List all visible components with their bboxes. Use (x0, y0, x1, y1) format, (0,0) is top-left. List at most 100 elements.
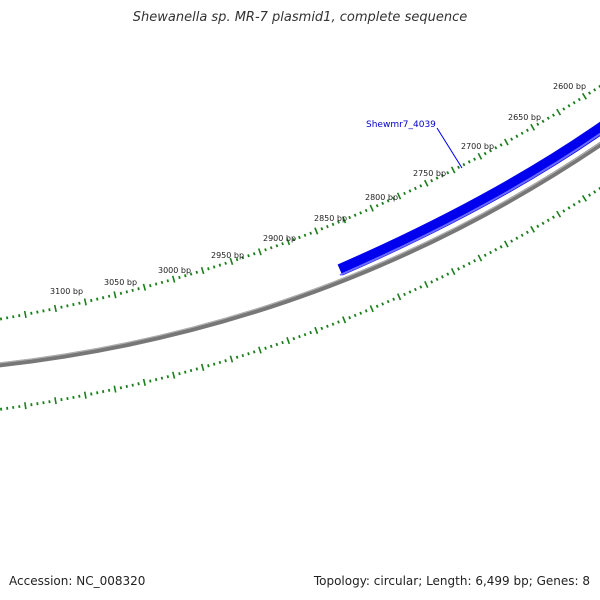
minor-tick (96, 391, 99, 395)
minor-tick (494, 146, 498, 150)
minor-tick (18, 314, 21, 318)
major-tick (257, 248, 262, 256)
scale-label: 2650 bp (508, 113, 541, 122)
minor-tick (473, 259, 476, 263)
minor-tick (364, 309, 368, 313)
minor-tick (247, 352, 250, 356)
minor-tick (131, 288, 134, 292)
minor-tick (298, 235, 301, 240)
minor-tick (119, 386, 123, 390)
minor-tick (489, 250, 492, 255)
minor-tick (107, 294, 111, 298)
scale-label: 2800 bp (365, 193, 398, 202)
minor-tick (348, 316, 352, 320)
major-tick (200, 266, 205, 275)
minor-tick (408, 189, 412, 193)
minor-tick (149, 284, 152, 288)
minor-tick (160, 280, 164, 285)
minor-tick (499, 245, 503, 249)
minor-tick (320, 227, 324, 231)
minor-tick (546, 116, 550, 120)
minor-tick (96, 297, 99, 301)
minor-tick (137, 287, 140, 291)
minor-tick (419, 285, 423, 289)
minor-tick (337, 320, 340, 324)
minor-tick (525, 128, 529, 132)
topology-summary: Topology: circular; Length: 6,499 bp; Ge… (313, 574, 590, 588)
minor-tick (577, 97, 581, 102)
major-tick (581, 194, 587, 202)
gene-label-shewmr7-4039[interactable]: Shewmr7_4039 (366, 120, 436, 130)
major-tick (503, 138, 509, 146)
minor-tick (440, 275, 444, 279)
minor-tick (66, 304, 69, 308)
minor-tick (60, 398, 63, 402)
minor-tick (510, 239, 514, 243)
minor-tick (536, 224, 540, 229)
minor-tick (510, 137, 514, 141)
gene-arc-shewmr7-4039[interactable] (337, 121, 600, 276)
minor-tick (119, 291, 123, 295)
minor-tick (107, 388, 111, 392)
minor-tick (241, 353, 245, 358)
minor-tick (269, 344, 273, 348)
minor-tick (457, 165, 460, 170)
minor-tick (184, 370, 187, 374)
major-tick (423, 179, 429, 187)
minor-tick (381, 201, 385, 205)
minor-tick (247, 254, 250, 258)
major-tick (450, 166, 456, 174)
major-tick (530, 123, 536, 131)
minor-tick (593, 190, 597, 194)
minor-tick (292, 237, 296, 242)
minor-tick (525, 230, 529, 234)
minor-tick (364, 208, 368, 213)
minor-tick (264, 248, 267, 252)
minor-tick (462, 264, 466, 268)
major-tick (171, 275, 176, 283)
minor-tick (515, 134, 519, 138)
minor-tick (430, 280, 434, 284)
scale-label: 2900 bp (263, 234, 296, 243)
minor-tick (359, 211, 363, 215)
major-tick (396, 192, 402, 200)
minor-tick (78, 394, 81, 398)
major-tick (142, 378, 146, 386)
minor-tick (189, 272, 193, 276)
minor-tick (483, 253, 487, 257)
minor-tick (298, 335, 301, 339)
major-tick (83, 391, 87, 399)
minor-tick (494, 247, 498, 252)
major-tick (450, 268, 456, 276)
minor-tick (218, 360, 222, 365)
major-tick (172, 371, 176, 379)
minor-tick (435, 176, 439, 180)
minor-tick (149, 379, 152, 383)
outer-tick-ring (0, 84, 600, 321)
minor-tick (588, 193, 592, 197)
minor-tick (483, 151, 487, 156)
major-tick (113, 291, 117, 299)
minor-tick (235, 355, 239, 359)
minor-tick (473, 157, 476, 161)
minor-tick (309, 231, 313, 235)
scale-label: 2750 bp (413, 169, 446, 178)
minor-tick (546, 218, 550, 222)
minor-tick (184, 274, 187, 278)
major-tick (54, 397, 57, 405)
minor-tick (541, 119, 545, 123)
minor-tick (541, 221, 545, 225)
minor-tick (435, 277, 439, 282)
minor-tick (588, 91, 592, 95)
minor-tick (386, 299, 390, 304)
minor-tick (326, 324, 329, 328)
scale-label: 2950 bp (211, 251, 244, 260)
major-tick (286, 238, 291, 246)
minor-tick (241, 256, 245, 260)
plasmid-backbone-highlight (0, 142, 600, 364)
minor-tick (30, 311, 33, 315)
major-tick (314, 227, 319, 235)
minor-tick (403, 292, 406, 297)
major-tick (369, 305, 374, 313)
